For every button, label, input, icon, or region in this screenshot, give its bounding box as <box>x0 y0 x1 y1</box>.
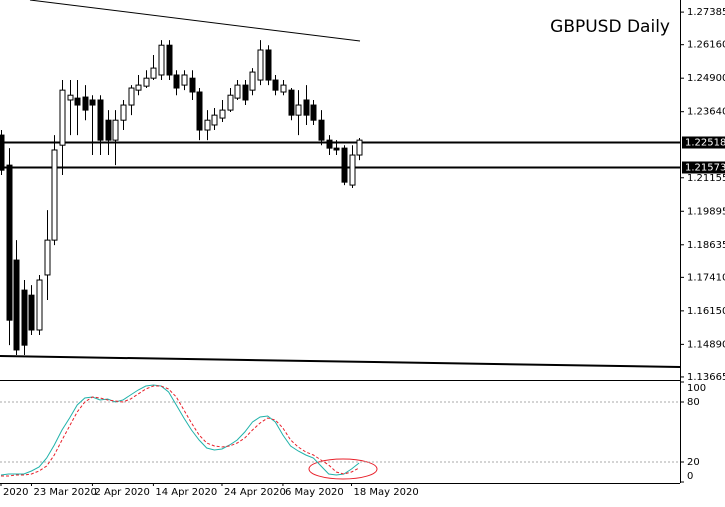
candle-body <box>257 49 264 81</box>
candle-body <box>67 94 74 101</box>
series-line <box>0 384 360 476</box>
x-tick-label: 23 Mar 2020 <box>33 487 96 498</box>
y-tick-label: 1.21155 <box>687 173 725 184</box>
x-tick-label: 6 May 2020 <box>285 487 344 498</box>
y-tick-label: 1.23640 <box>687 107 725 118</box>
candle-body <box>13 259 20 351</box>
chart-title: GBPUSD Daily <box>550 17 670 37</box>
x-tick-label: 14 Apr 2020 <box>155 487 217 498</box>
candle-body <box>280 84 287 93</box>
level-label-box <box>682 136 725 149</box>
candle-body <box>303 99 310 116</box>
candle-body <box>219 109 226 119</box>
x-tick-label: 24 Apr 2020 <box>224 487 286 498</box>
x-tick-label: 2020 <box>3 487 28 498</box>
candle-body <box>288 89 295 116</box>
candle-body <box>150 67 157 79</box>
x-tick-label: 18 May 2020 <box>354 487 419 498</box>
y-tick-label: 1.27385 <box>687 7 725 18</box>
candle-body <box>356 139 363 156</box>
candle-body <box>44 239 51 276</box>
level-label: 1.21573 <box>685 163 725 174</box>
y-tick-label: 1.26160 <box>687 40 725 51</box>
y-tick-label: 1.17410 <box>687 272 725 283</box>
y-tick-label: 100 <box>687 383 706 394</box>
candle-body <box>181 74 188 86</box>
candle-body <box>166 44 173 76</box>
candle-body <box>128 87 135 106</box>
y-tick-label: 20 <box>687 457 700 468</box>
candle-body <box>318 119 325 141</box>
candle-body <box>196 91 203 131</box>
candle-body <box>333 147 340 151</box>
candle-body <box>135 84 142 91</box>
candle-body <box>36 279 43 331</box>
candle-body <box>211 114 218 126</box>
y-tick-label: 1.13665 <box>687 372 725 383</box>
candle-body <box>242 84 249 101</box>
candle-body <box>234 84 241 99</box>
y-tick-label: 0 <box>687 471 693 482</box>
candle-body <box>74 97 81 106</box>
candle-body <box>295 104 302 116</box>
candle-body <box>97 99 104 141</box>
y-tick-label: 1.18635 <box>687 240 725 251</box>
candle-body <box>173 74 180 89</box>
y-tick-label: 80 <box>687 397 700 408</box>
candle-body <box>349 154 356 186</box>
candle-body <box>120 104 127 121</box>
trend-line <box>29 0 361 42</box>
candle-body <box>227 94 234 111</box>
candle-body <box>265 49 272 81</box>
x-tick-label: 2 Apr 2020 <box>94 487 149 498</box>
y-tick-label: 1.16150 <box>687 306 725 317</box>
series-line <box>1 385 360 477</box>
candle-body <box>21 289 28 346</box>
y-tick-label: 1.14890 <box>687 339 725 350</box>
candle-body <box>272 79 279 91</box>
y-tick-label: 1.19895 <box>687 206 725 217</box>
candle-body <box>249 71 256 91</box>
level-label-box <box>682 161 725 174</box>
candle-body <box>59 89 66 146</box>
candle-body <box>341 147 348 183</box>
candle-body <box>28 294 35 331</box>
candle-body <box>189 77 196 93</box>
y-tick-label: 1.24900 <box>687 73 725 84</box>
candle-body <box>112 119 119 141</box>
highlight-ellipse <box>308 458 378 480</box>
trend-line <box>0 355 681 368</box>
candle-body <box>105 119 112 141</box>
candle-body <box>82 96 89 111</box>
candle-body <box>89 99 96 106</box>
candle-body <box>326 139 333 149</box>
level-label: 1.22518 <box>685 138 725 149</box>
candle-body <box>310 104 317 121</box>
candle-body <box>51 149 58 241</box>
candle-body <box>158 44 165 76</box>
candle-body <box>143 77 150 87</box>
candle-body <box>0 134 5 171</box>
candle-body <box>6 164 13 321</box>
candle-body <box>204 119 211 131</box>
